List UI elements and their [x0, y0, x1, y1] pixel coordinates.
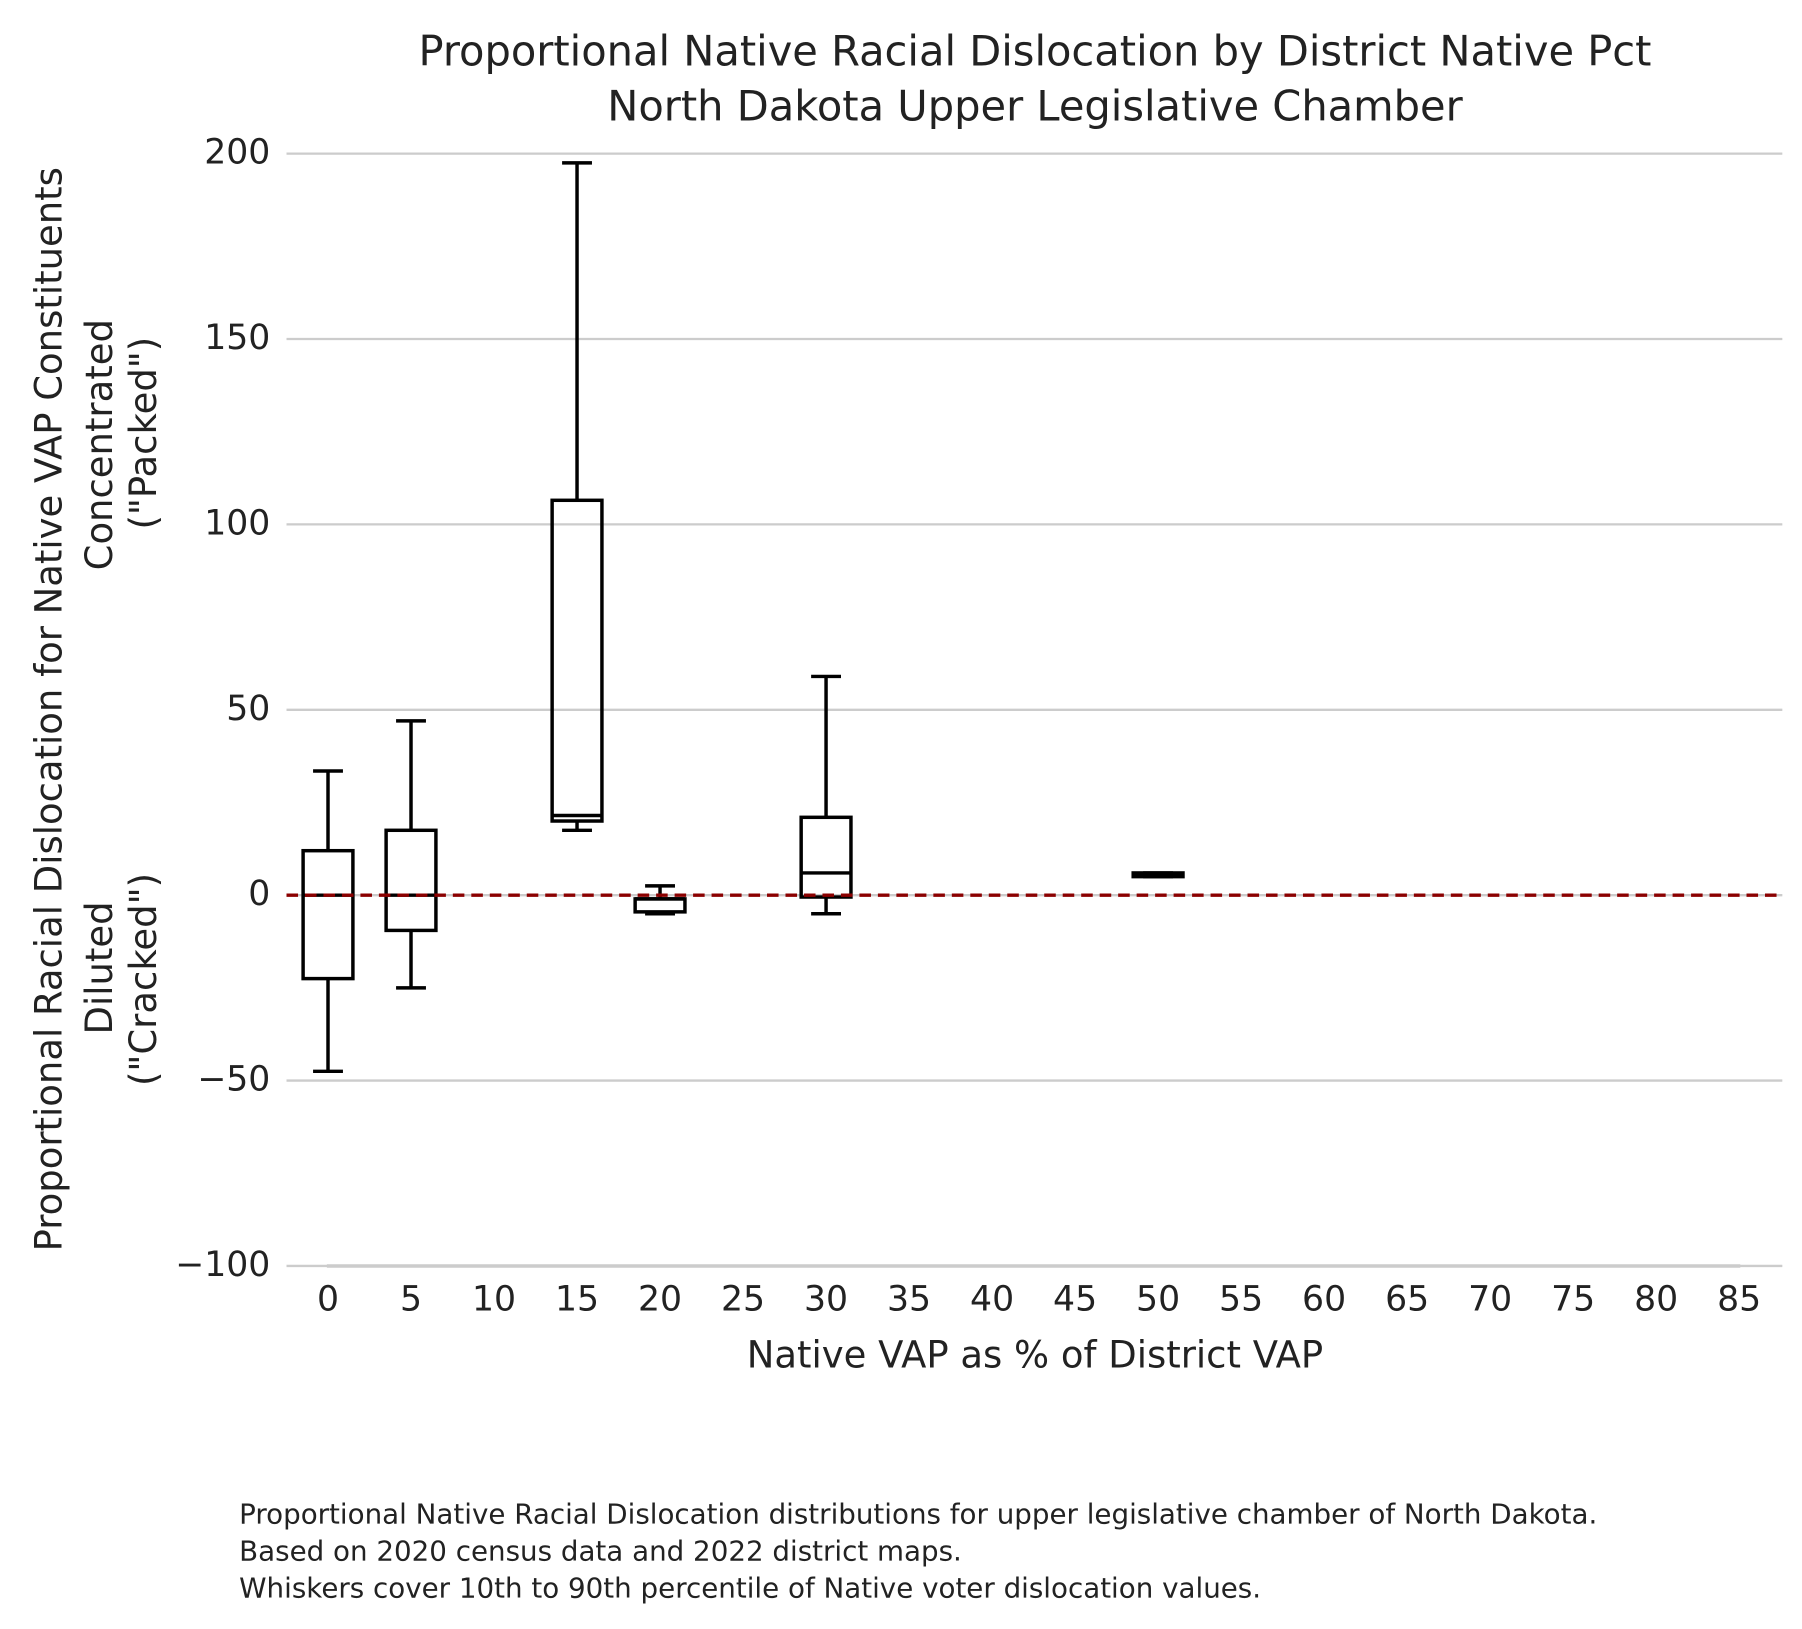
x-tick-label: 55 [1219, 1280, 1263, 1320]
y-axis-label: Proportional Racial Dislocation for Nati… [27, 167, 70, 1251]
box [384, 828, 438, 933]
y-tick-label: 0 [248, 874, 270, 914]
box [633, 897, 687, 914]
x-tick-label: 80 [1634, 1280, 1678, 1320]
x-tick-label: 10 [472, 1280, 516, 1320]
y-tick-label: 200 [204, 133, 270, 173]
x-tick-label: 15 [555, 1280, 599, 1320]
y-tick-label: −100 [175, 1245, 270, 1285]
x-tick-label: 50 [1136, 1280, 1180, 1320]
x-tick-label: 25 [721, 1280, 765, 1320]
caption: Proportional Native Racial Dislocation d… [239, 1497, 1597, 1530]
chart-title: North Dakota Upper Legislative Chamber [607, 82, 1463, 131]
y-axis-label-upper: ("Packed") [122, 337, 165, 530]
x-tick-label: 0 [317, 1280, 339, 1320]
x-tick-label: 5 [400, 1280, 422, 1320]
x-tick-label: 45 [1053, 1280, 1097, 1320]
x-tick-label: 60 [1302, 1280, 1346, 1320]
chart-title: Proportional Native Racial Dislocation b… [418, 26, 1651, 75]
box [301, 848, 355, 981]
x-tick-label: 35 [887, 1280, 931, 1320]
x-tick-label: 85 [1717, 1280, 1761, 1320]
box [550, 498, 604, 823]
x-tick-label: 70 [1468, 1280, 1512, 1320]
y-axis-label-lower: Diluted [78, 901, 121, 1034]
x-tick-label: 65 [1385, 1280, 1429, 1320]
x-tick-label: 75 [1551, 1280, 1595, 1320]
x-tick-label: 20 [638, 1280, 682, 1320]
y-tick-label: −50 [197, 1060, 270, 1100]
y-axis-label-lower: ("Cracked") [122, 873, 165, 1086]
x-axis-label: Native VAP as % of District VAP [747, 1334, 1323, 1377]
y-axis-label-upper: Concentrated [78, 319, 121, 570]
y-tick-label: 50 [226, 689, 270, 729]
y-tick-label: 100 [204, 503, 270, 543]
caption: Based on 2020 census data and 2022 distr… [239, 1534, 962, 1567]
caption: Whiskers cover 10th to 90th percentile o… [239, 1571, 1261, 1604]
box [799, 815, 853, 899]
y-tick-label: 150 [204, 318, 270, 358]
x-tick-label: 40 [970, 1280, 1014, 1320]
x-tick-label: 30 [804, 1280, 848, 1320]
